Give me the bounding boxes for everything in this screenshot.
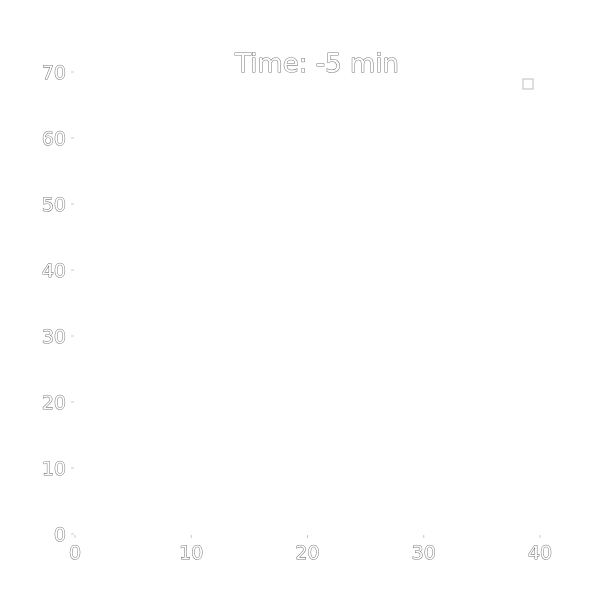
x-tick-label: 40 [528, 542, 552, 564]
y-tick-label: 70 [42, 62, 66, 84]
legend-marker [522, 78, 534, 90]
legend [522, 78, 534, 90]
x-tick-label: 20 [295, 542, 319, 564]
x-axis: 0 10 20 30 40 [69, 535, 552, 564]
x-tick-label: 30 [412, 542, 436, 564]
y-tick-label: 40 [42, 260, 66, 282]
y-tick-label: 60 [42, 128, 66, 150]
y-tick-label: 10 [42, 458, 66, 480]
x-tick-label: 0 [69, 542, 81, 564]
x-tick-label: 10 [179, 542, 203, 564]
y-tick-label: 0 [54, 524, 66, 546]
y-tick-label: 30 [42, 326, 66, 348]
y-axis: 0 10 20 30 40 50 60 70 [41, 62, 74, 546]
chart-title: Time: -5 min [234, 49, 399, 79]
y-tick-label: 20 [42, 392, 66, 414]
y-tick-label: 50 [42, 194, 66, 216]
